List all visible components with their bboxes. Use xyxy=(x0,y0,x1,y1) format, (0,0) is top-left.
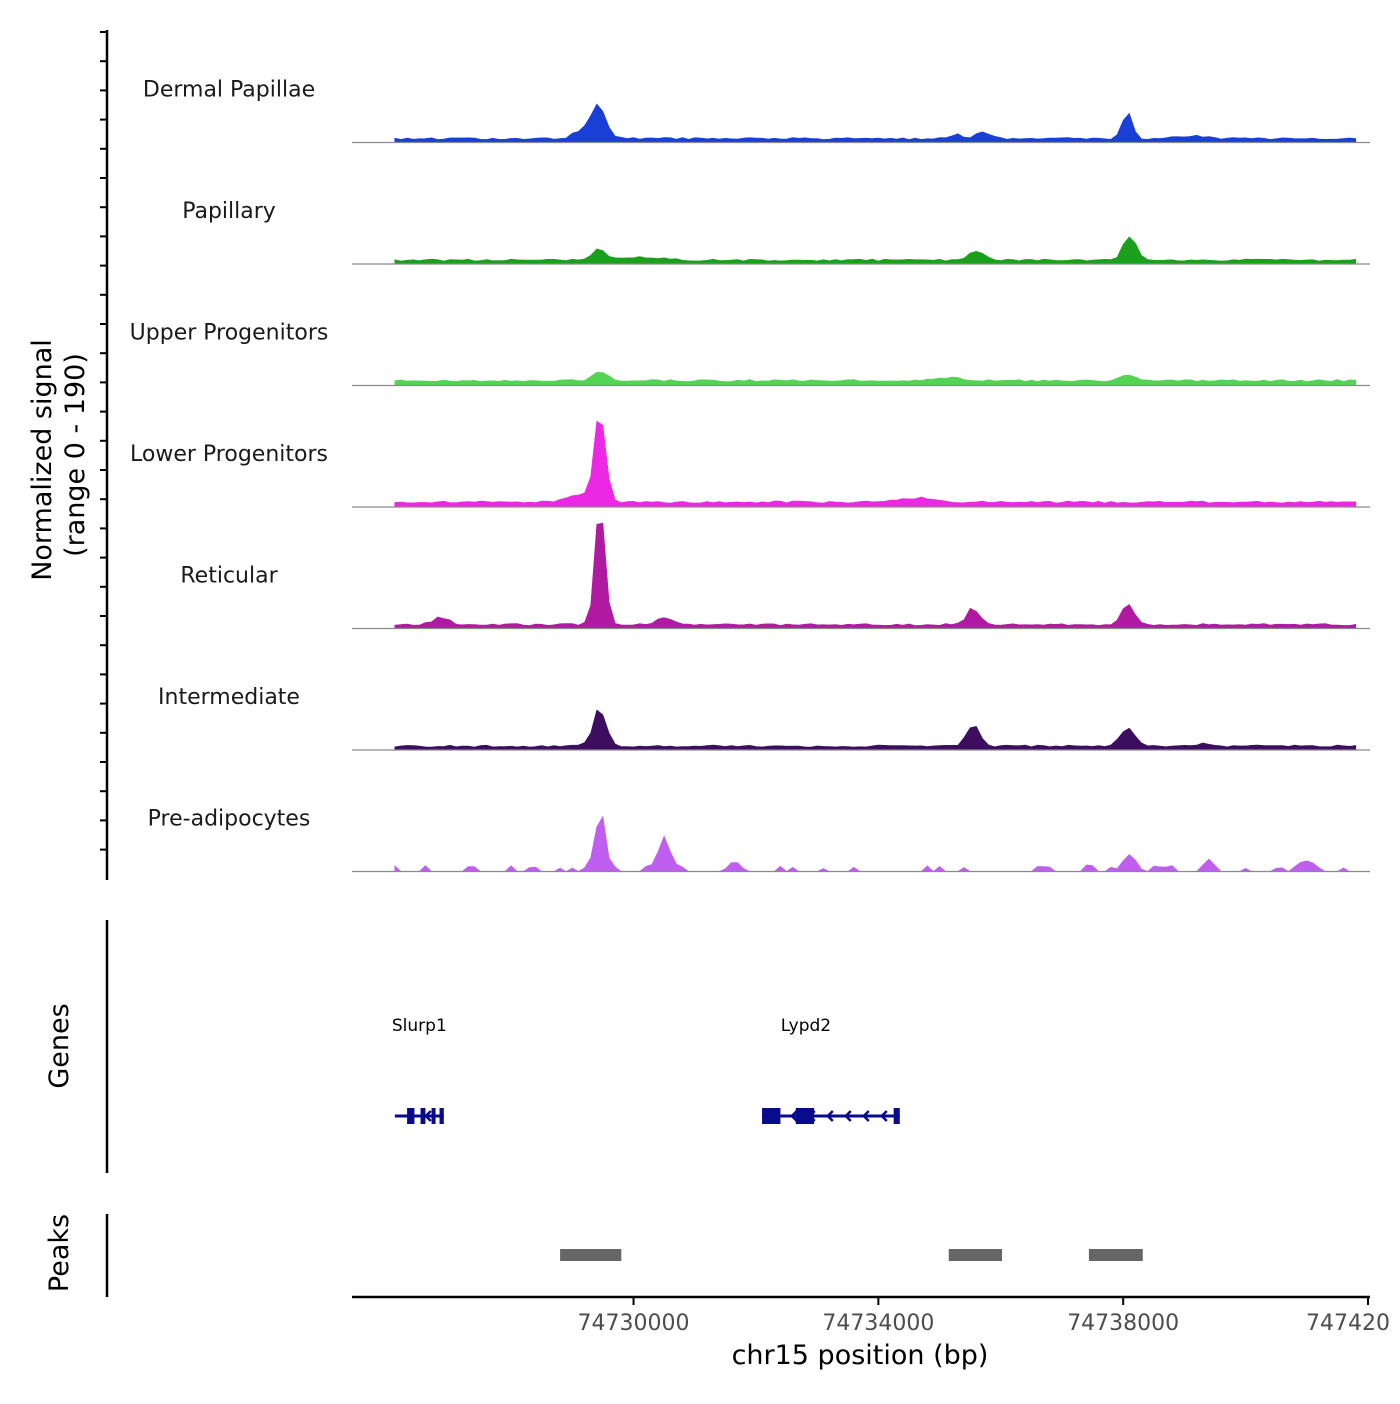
strand-arrow xyxy=(862,1110,870,1122)
y-axis-title-line1: Normalized signal xyxy=(27,339,58,581)
track-dermal-papillae: Dermal Papillae xyxy=(143,78,1370,144)
track-intermediate: Intermediate xyxy=(158,685,1370,751)
gene-exon xyxy=(420,1108,426,1124)
x-axis-title: chr15 position (bp) xyxy=(732,1340,989,1371)
peak-region xyxy=(560,1249,622,1261)
x-tick-label: 747420 xyxy=(1306,1311,1390,1336)
gene-exon xyxy=(795,1108,815,1124)
gene-label: Slurp1 xyxy=(392,1016,447,1036)
x-tick-label: 74738000 xyxy=(1067,1311,1179,1336)
track-lower-progenitors: Lower Progenitors xyxy=(130,420,1370,508)
gene-exon xyxy=(893,1108,900,1124)
track-label: Papillary xyxy=(182,199,276,224)
track-label: Upper Progenitors xyxy=(130,321,329,346)
track-pre-adipocytes: Pre-adipocytes xyxy=(148,807,1370,873)
track-reticular: Reticular xyxy=(180,522,1370,630)
signal-area xyxy=(394,420,1357,508)
gene-lypd2: Lypd2 xyxy=(762,1016,900,1124)
x-tick-label: 74730000 xyxy=(578,1311,690,1336)
strand-arrow xyxy=(844,1110,852,1122)
peak-region xyxy=(948,1249,1002,1261)
gene-slurp1: Slurp1 xyxy=(392,1016,447,1124)
strand-arrow xyxy=(880,1110,888,1122)
gene-exon xyxy=(439,1108,444,1124)
x-axis-ticks: 74730000 74734000 74738000 747420 xyxy=(578,1297,1390,1336)
track-label: Lower Progenitors xyxy=(130,442,328,467)
strand-arrow xyxy=(790,1110,798,1122)
peak-region xyxy=(1088,1249,1143,1261)
y-axis-title-line2: (range 0 - 190) xyxy=(60,353,91,557)
x-tick-label: 74734000 xyxy=(822,1311,934,1336)
track-upper-progenitors: Upper Progenitors xyxy=(130,321,1370,387)
track-label: Dermal Papillae xyxy=(143,78,315,103)
genes-axis-title: Genes xyxy=(44,1003,75,1088)
gene-label: Lypd2 xyxy=(781,1016,831,1036)
signal-area xyxy=(394,522,1357,629)
track-papillary: Papillary xyxy=(182,199,1370,265)
signal-area xyxy=(394,709,1357,751)
track-label: Reticular xyxy=(180,564,278,589)
peak-track xyxy=(560,1249,1143,1261)
gene-exon xyxy=(407,1108,415,1124)
signal-area xyxy=(394,103,1357,143)
strand-arrow xyxy=(424,1110,432,1122)
track-label: Intermediate xyxy=(158,685,300,710)
gene-exon xyxy=(431,1108,436,1124)
signal-area xyxy=(394,371,1357,386)
signal-y-ticks xyxy=(100,31,107,851)
gene-exon xyxy=(762,1108,781,1124)
strand-arrow xyxy=(826,1110,834,1122)
signal-tracks: Dermal Papillae Papillary Upper Progenitor… xyxy=(130,78,1370,873)
signal-area xyxy=(394,815,1356,872)
signal-area xyxy=(394,236,1357,265)
gene-track: Slurp1 Lypd2 xyxy=(392,1016,900,1124)
track-label: Pre-adipocytes xyxy=(148,807,311,832)
peaks-axis-title: Peaks xyxy=(44,1214,75,1292)
